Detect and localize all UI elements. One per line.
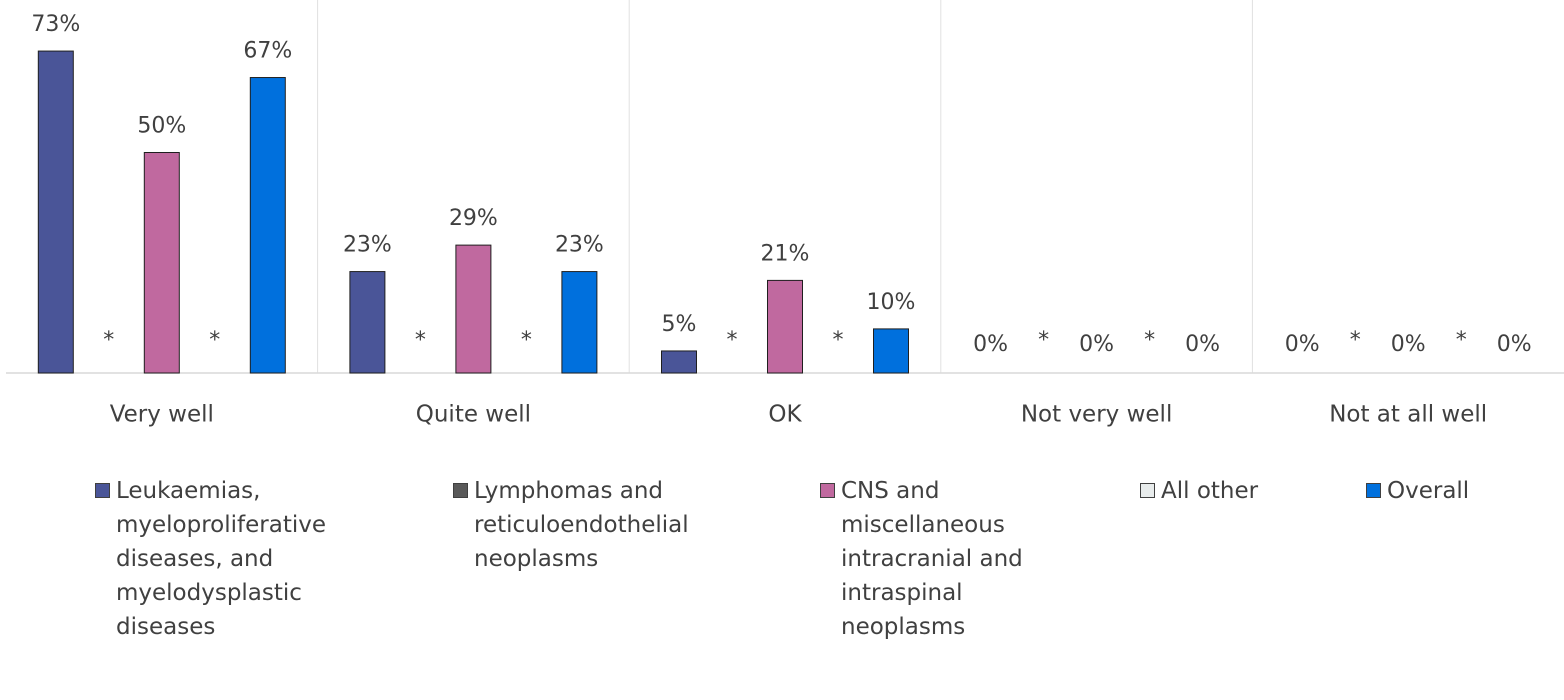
value-label: *	[1350, 328, 1361, 353]
value-label: 67%	[243, 39, 292, 64]
x-tick-label: Not very well	[1021, 402, 1173, 428]
value-label: *	[1456, 328, 1467, 353]
legend-label: Lymphomas and reticuloendothelial neopla…	[474, 478, 689, 572]
chart: Very well 73% * 50% * 67% Quite well 23% * 29% * 23…	[6, 0, 1564, 428]
legend-swatch	[95, 483, 110, 498]
bar	[661, 350, 697, 374]
x-tick-label: OK	[768, 402, 802, 428]
bar	[249, 77, 286, 374]
legend-item: All other	[1140, 474, 1340, 508]
bar	[349, 271, 386, 374]
bar	[37, 50, 74, 374]
x-tick-label: Not at all well	[1329, 402, 1487, 428]
value-label: *	[209, 328, 220, 353]
value-label: 0%	[973, 332, 1008, 357]
value-label: 0%	[1185, 332, 1220, 357]
value-label: *	[415, 328, 426, 353]
x-tick-label: Very well	[110, 402, 214, 428]
value-label: *	[833, 328, 844, 353]
x-tick-label: Quite well	[416, 402, 531, 428]
legend-label: Leukaemias, myeloproliferative diseases,…	[116, 478, 326, 640]
value-label: *	[1038, 328, 1049, 353]
value-label: 29%	[449, 206, 498, 231]
legend-item: Lymphomas and reticuloendothelial neopla…	[453, 474, 733, 576]
value-label: *	[727, 328, 738, 353]
legend: Leukaemias, myeloproliferative diseases,…	[0, 474, 1564, 700]
value-label: 73%	[31, 12, 80, 37]
value-label: 50%	[137, 114, 186, 139]
bar	[561, 271, 598, 374]
legend-swatch	[453, 483, 468, 498]
bar	[873, 328, 909, 374]
legend-item: Leukaemias, myeloproliferative diseases,…	[95, 474, 355, 644]
value-label: 21%	[761, 241, 810, 266]
legend-label: Overall	[1387, 478, 1470, 504]
value-label: 0%	[1079, 332, 1114, 357]
value-label: 0%	[1497, 332, 1532, 357]
legend-swatch	[1366, 483, 1381, 498]
legend-item: CNS and miscellaneous intracranial and i…	[820, 474, 1035, 644]
value-label: 23%	[555, 233, 604, 258]
legend-swatch	[820, 483, 835, 498]
value-label: *	[521, 328, 532, 353]
value-label: 10%	[867, 290, 916, 315]
bar	[455, 244, 492, 374]
legend-item: Overall	[1366, 474, 1556, 508]
value-label: *	[103, 328, 114, 353]
bar	[767, 279, 803, 374]
value-label: 0%	[1285, 332, 1320, 357]
value-label: 23%	[343, 233, 392, 258]
value-label: 5%	[662, 312, 697, 337]
legend-swatch	[1140, 483, 1155, 498]
legend-label: CNS and miscellaneous intracranial and i…	[841, 478, 1023, 640]
value-label: *	[1144, 328, 1155, 353]
value-label: 0%	[1391, 332, 1426, 357]
bar	[143, 152, 180, 374]
legend-label: All other	[1161, 478, 1259, 504]
